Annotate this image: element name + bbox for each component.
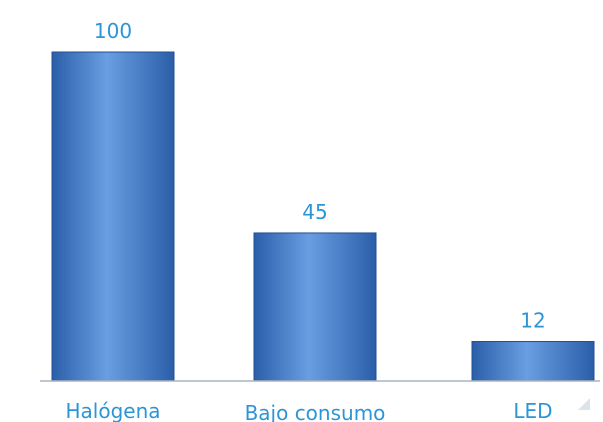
resize-corner-icon	[578, 398, 590, 410]
labels-layer: 100 Halógena 45 Bajo consumo 12 LED	[65, 19, 552, 422]
data-label-1: 45	[302, 200, 327, 224]
category-label-2: LED	[513, 399, 552, 422]
bar-0	[51, 51, 175, 382]
category-label-1: Bajo consumo	[245, 401, 386, 422]
data-label-2: 12	[520, 309, 545, 333]
bar-1	[253, 232, 377, 382]
data-label-0: 100	[94, 19, 132, 43]
bar-2	[471, 341, 595, 382]
bars-layer	[51, 51, 595, 382]
category-label-0: Halógena	[65, 399, 160, 422]
